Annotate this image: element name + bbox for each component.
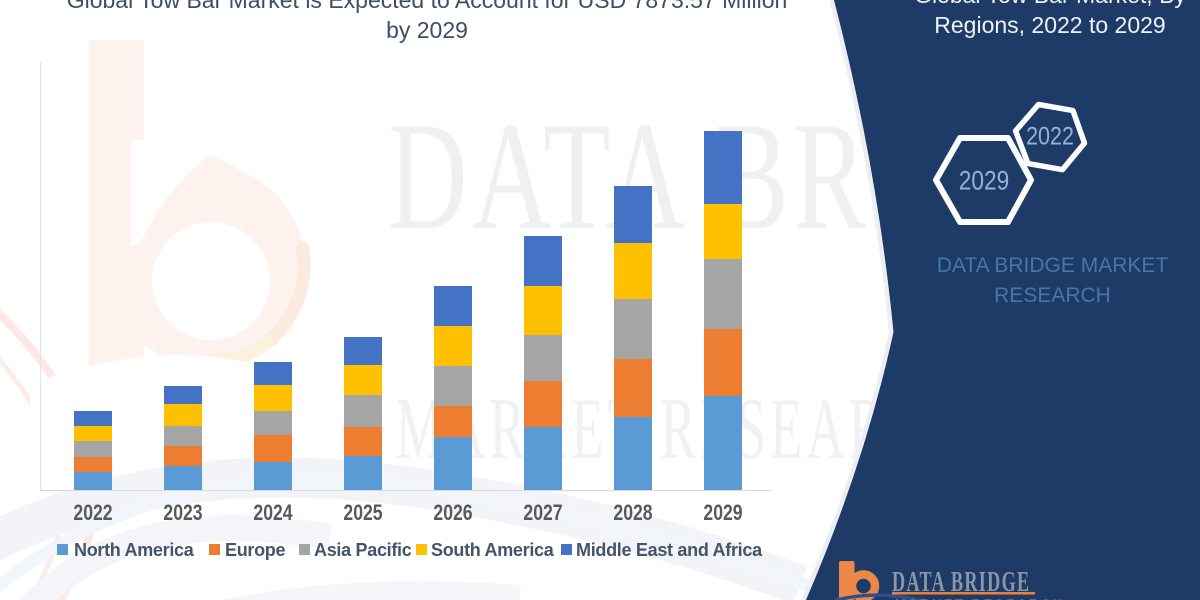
svg-text:2022: 2022: [1026, 122, 1074, 150]
svg-text:2029: 2029: [959, 166, 1009, 196]
svg-text:MARKET RESEARCH: MARKET RESEARCH: [895, 597, 1065, 600]
